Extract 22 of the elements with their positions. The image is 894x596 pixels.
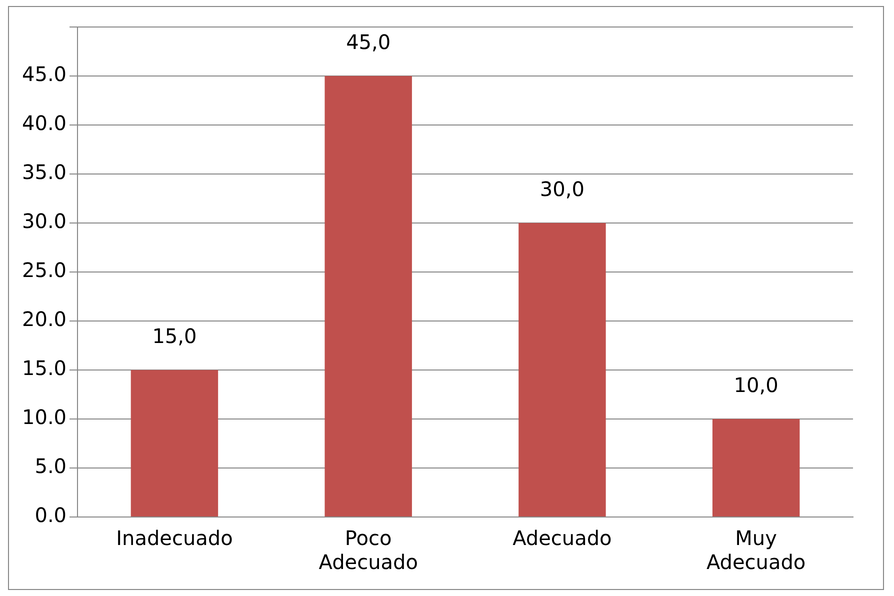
x-tick-label: Poco Adecuado (318, 526, 418, 574)
data-label: 30,0 (540, 177, 584, 202)
x-tick-label: Muy Adecuado (706, 526, 806, 574)
y-tick-label: 25.0 (22, 258, 67, 282)
y-tick-label: 45.0 (22, 62, 67, 86)
bar (130, 370, 218, 516)
bar (324, 76, 412, 516)
y-tick-label: 20.0 (22, 307, 67, 332)
data-label: 15,0 (152, 324, 197, 348)
y-tick-label: 10.0 (22, 405, 67, 430)
y-tick-label: 15.0 (22, 356, 67, 380)
bar (712, 419, 800, 516)
y-tick-label: 40.0 (22, 111, 67, 136)
x-tick-label: Inadecuado (116, 526, 233, 550)
y-tick-label: 0.0 (34, 503, 67, 528)
data-label: 45,0 (346, 30, 391, 54)
data-label: 10,0 (734, 373, 778, 398)
y-tick-label: 35.0 (22, 160, 67, 184)
y-tick-label: 30.0 (22, 209, 67, 234)
bar (518, 223, 606, 516)
y-tick-label: 5.0 (34, 454, 67, 478)
x-tick-label: Adecuado (512, 526, 612, 550)
